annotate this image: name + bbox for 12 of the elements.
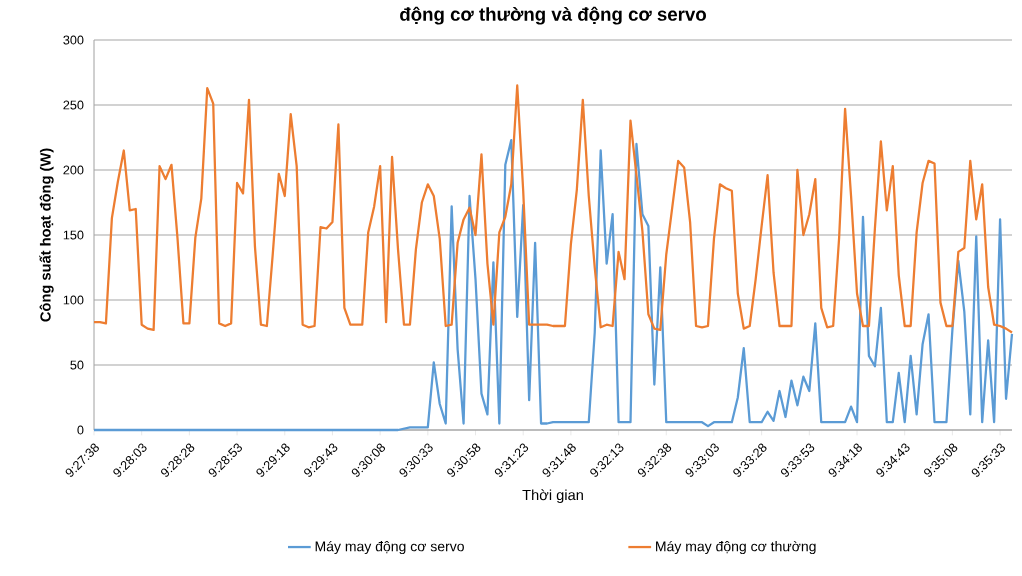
y-tick-label: 50 (70, 360, 84, 370)
y-tick-label: 200 (63, 165, 84, 175)
chart-title: động cơ thường và động cơ servo (400, 6, 706, 25)
y-tick-label: 300 (63, 35, 84, 45)
y-tick-label: 250 (63, 100, 84, 110)
y-tick-label: 150 (63, 230, 84, 240)
legend-label: Máy may động cơ servo (315, 540, 464, 555)
legend-label: Máy may động cơ thường (656, 540, 816, 555)
x-axis-title: Thời gian (522, 489, 583, 504)
y-tick-label: 100 (63, 295, 84, 305)
y-axis-title: Công suất hoạt động (W) (39, 148, 54, 322)
y-tick-label: 0 (77, 425, 84, 435)
